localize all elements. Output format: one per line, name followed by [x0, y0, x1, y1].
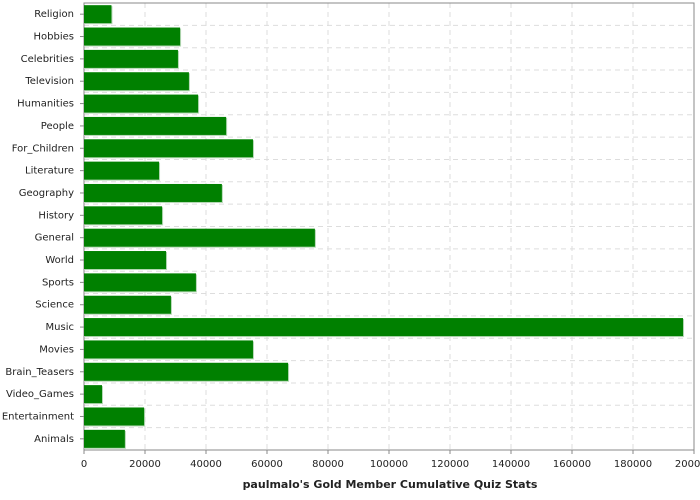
y-tick-label: Celebrities	[21, 54, 74, 65]
y-tick-label: Sports	[42, 277, 74, 288]
x-tick-label: 20000	[129, 459, 161, 470]
bar	[84, 385, 102, 404]
bar	[84, 251, 167, 270]
y-tick-label: General	[35, 233, 74, 244]
y-tick-label: For_Children	[12, 143, 74, 154]
x-tick-label: 0	[81, 459, 87, 470]
x-tick-label: 120000	[431, 459, 469, 470]
plot-frame	[83, 2, 695, 451]
x-tick-label: 180000	[614, 459, 652, 470]
bar	[84, 318, 684, 337]
y-tick-label: World	[45, 255, 74, 266]
bar	[84, 116, 227, 135]
bar	[84, 49, 178, 68]
y-tick-label: Science	[35, 300, 74, 311]
bar	[84, 206, 163, 225]
bar	[84, 228, 315, 247]
bar	[84, 27, 181, 46]
x-tick-label: 200000	[675, 459, 700, 470]
bar	[84, 362, 289, 381]
x-tick-label: 140000	[492, 459, 530, 470]
x-tick-label: 40000	[190, 459, 222, 470]
y-tick-label: Hobbies	[34, 32, 74, 43]
y-tick-label: Movies	[39, 344, 74, 355]
bar	[84, 429, 125, 448]
y-tick-label: Literature	[25, 166, 74, 177]
bar	[84, 72, 189, 91]
y-tick-label: Video_Games	[6, 389, 74, 400]
y-tick-label: Television	[24, 76, 74, 87]
y-tick-label: Animals	[34, 434, 74, 445]
y-tick-label: History	[38, 210, 74, 221]
x-tick-label: 60000	[251, 459, 283, 470]
bar	[84, 340, 253, 359]
bar	[84, 295, 171, 314]
y-tick-label: Religion	[34, 9, 74, 20]
y-tick-label: Music	[46, 322, 74, 333]
bar	[84, 407, 145, 426]
y-tick-label: Entertainment	[2, 411, 74, 422]
bar	[84, 183, 222, 202]
chart-title: paulmalo's Gold Member Cumulative Quiz S…	[243, 478, 538, 491]
y-tick-label: Humanities	[17, 99, 74, 110]
y-tick-label: People	[41, 121, 74, 132]
x-tick-label: 100000	[370, 459, 408, 470]
bar	[84, 139, 253, 158]
bar	[84, 161, 160, 180]
bar	[84, 5, 112, 24]
x-tick-label: 160000	[553, 459, 591, 470]
x-tick-label: 80000	[312, 459, 344, 470]
y-tick-label: Brain_Teasers	[5, 367, 74, 378]
y-tick-label: Geography	[19, 188, 74, 199]
bar	[84, 94, 199, 113]
bar	[84, 273, 196, 292]
